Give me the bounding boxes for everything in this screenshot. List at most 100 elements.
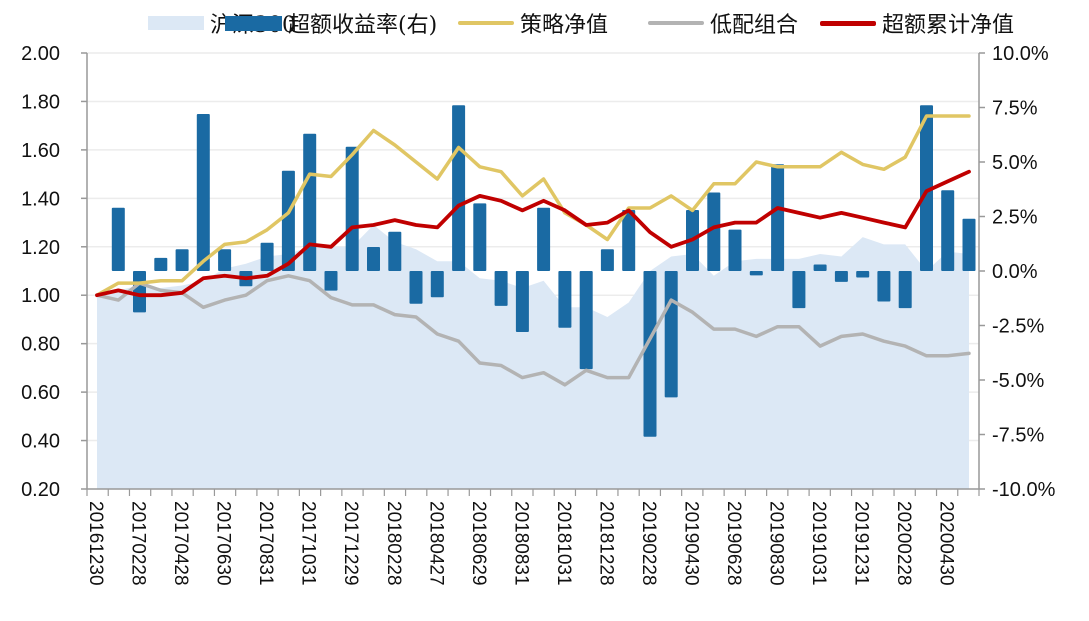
excess-return-bar	[260, 242, 274, 271]
y-left-tick-label: 0.40	[21, 431, 60, 453]
axes	[81, 52, 985, 496]
excess-return-bar	[941, 190, 955, 271]
y-right-tick-label: -7.5%	[992, 425, 1044, 447]
x-tick-label: 20190228	[638, 501, 659, 586]
x-tick-label: 20200430	[936, 501, 957, 586]
legend-swatch-hs300	[148, 16, 204, 30]
y-right-tick-label: 0.0%	[992, 261, 1038, 283]
excess-return-bar	[452, 105, 466, 271]
x-tick-label: 20170831	[255, 501, 276, 586]
legend-label-excess-return: 超额收益率(右)	[288, 13, 438, 38]
excess-return-bar	[281, 170, 295, 271]
excess-return-bar	[579, 271, 593, 370]
excess-return-bar	[707, 192, 721, 271]
x-tick-label: 20181228	[595, 501, 616, 586]
x-tick-label: 20180228	[383, 501, 404, 586]
excess-return-bar	[920, 105, 933, 271]
excess-return-bar	[324, 271, 338, 291]
x-tick-label: 20170428	[170, 501, 191, 586]
excess-return-bar	[175, 249, 189, 271]
excess-return-bar	[771, 164, 785, 271]
y-right-tick-label: 7.5%	[992, 98, 1038, 120]
legend-item-low-alloc: 低配组合	[648, 8, 798, 38]
legend-label-strategy-nav: 策略净值	[520, 13, 609, 38]
excess-return-bar	[430, 271, 444, 298]
y-left-tick-label: 0.80	[21, 334, 60, 356]
legend-swatch-strategy-nav	[458, 21, 514, 25]
legend-swatch-excess-return	[225, 15, 282, 31]
excess-return-bar	[111, 207, 125, 271]
excess-return-bar	[898, 271, 912, 309]
x-tick-label: 20161230	[85, 501, 106, 586]
excess-return-bar	[515, 271, 529, 332]
strategy-nav-line	[95, 114, 971, 297]
x-tick-label: 20191031	[808, 501, 829, 586]
y-left-tick-label: 0.60	[21, 382, 60, 404]
y-left-tick-label: 1.00	[21, 285, 60, 307]
excess-return-bar	[962, 218, 976, 271]
excess-return-bar	[728, 229, 742, 271]
x-tick-label: 20180427	[425, 501, 446, 586]
excess-return-bar	[409, 271, 423, 304]
legend-swatch-excess-cum-nav	[820, 20, 876, 26]
excess-return-bar	[622, 210, 636, 271]
excess-return-bar	[664, 271, 678, 398]
chart-legend: 沪深300 超额收益率(右) 策略净值 低配组合 超额累计净值	[0, 8, 1089, 40]
y-left-tick-label: 1.80	[21, 91, 60, 113]
excess-return-bar	[303, 133, 317, 271]
x-tick-label: 20171031	[298, 501, 319, 586]
excess-return-bar	[643, 271, 657, 437]
y-left-tick-label: 0.20	[21, 479, 60, 501]
x-tick-label: 20170228	[128, 501, 149, 586]
legend-item-excess-return: 超额收益率(右)	[225, 8, 437, 38]
legend-swatch-low-alloc	[648, 21, 704, 25]
excess-return-bar	[388, 231, 402, 271]
excess-return-bar	[494, 271, 508, 306]
y-left-tick-label: 1.20	[21, 237, 60, 259]
y-right-tick-label: -5.0%	[992, 370, 1044, 392]
x-tick-label: 20191231	[851, 501, 872, 586]
hs300-area-layer	[97, 225, 969, 489]
excess-return-bar	[834, 271, 848, 282]
legend-item-excess-cum-nav: 超额累计净值	[820, 8, 1014, 38]
x-tick-labels: 20161230 20170228 20170428 20170630 20170831…	[85, 501, 957, 586]
hs300-area	[97, 225, 969, 489]
excess-return-bar	[473, 203, 487, 271]
excess-return-bar	[877, 271, 891, 302]
x-tick-label: 20171229	[340, 501, 361, 586]
excess-return-bar	[154, 257, 168, 271]
excess-return-bar	[196, 114, 210, 271]
y-right-tick-label: -2.5%	[992, 316, 1044, 338]
legend-label-excess-cum-nav: 超额累计净值	[882, 13, 1015, 38]
y-left-tick-label: 1.40	[21, 188, 60, 210]
excess-cum-nav-line	[95, 169, 971, 298]
x-tick-label: 20190830	[766, 501, 787, 586]
y-right-tick-labels: 10.0% 7.5% 5.0% 2.5% 0.0% -2.5% -5.0% -7.5% -10.…	[992, 43, 1056, 501]
x-tick-label: 20181031	[553, 501, 574, 586]
x-tick-label: 20180629	[468, 501, 489, 586]
y-right-tick-label: 5.0%	[992, 152, 1038, 174]
excess-return-bar	[792, 271, 806, 309]
y-left-tick-label: 1.60	[21, 140, 60, 162]
excess-return-bar	[133, 271, 146, 313]
line-series-layer	[95, 114, 971, 387]
x-tick-label: 20180831	[510, 501, 531, 586]
excess-return-bar	[749, 271, 763, 276]
y-left-tick-labels: 2.00 1.80 1.60 1.40 1.20 1.00 0.80 0.60 0.40 0.20	[21, 43, 60, 501]
excess-return-bar	[218, 249, 232, 271]
y-right-tick-label: -10.0%	[992, 479, 1056, 501]
excess-return-bar	[367, 247, 380, 271]
y-right-tick-label: 10.0%	[992, 43, 1049, 65]
y-right-tick-label: 2.5%	[992, 207, 1038, 229]
low-alloc-line	[95, 274, 971, 387]
x-tick-label: 20170630	[213, 501, 234, 586]
legend-item-strategy-nav: 策略净值	[458, 8, 608, 38]
excess-return-bar	[856, 271, 870, 278]
excess-return-bar	[600, 249, 614, 271]
x-tick-label: 20200228	[893, 501, 914, 586]
excess-return-bar	[813, 264, 827, 271]
excess-return-bars	[111, 105, 976, 437]
excess-return-bar	[537, 207, 551, 271]
x-tick-label: 20190430	[681, 501, 702, 586]
